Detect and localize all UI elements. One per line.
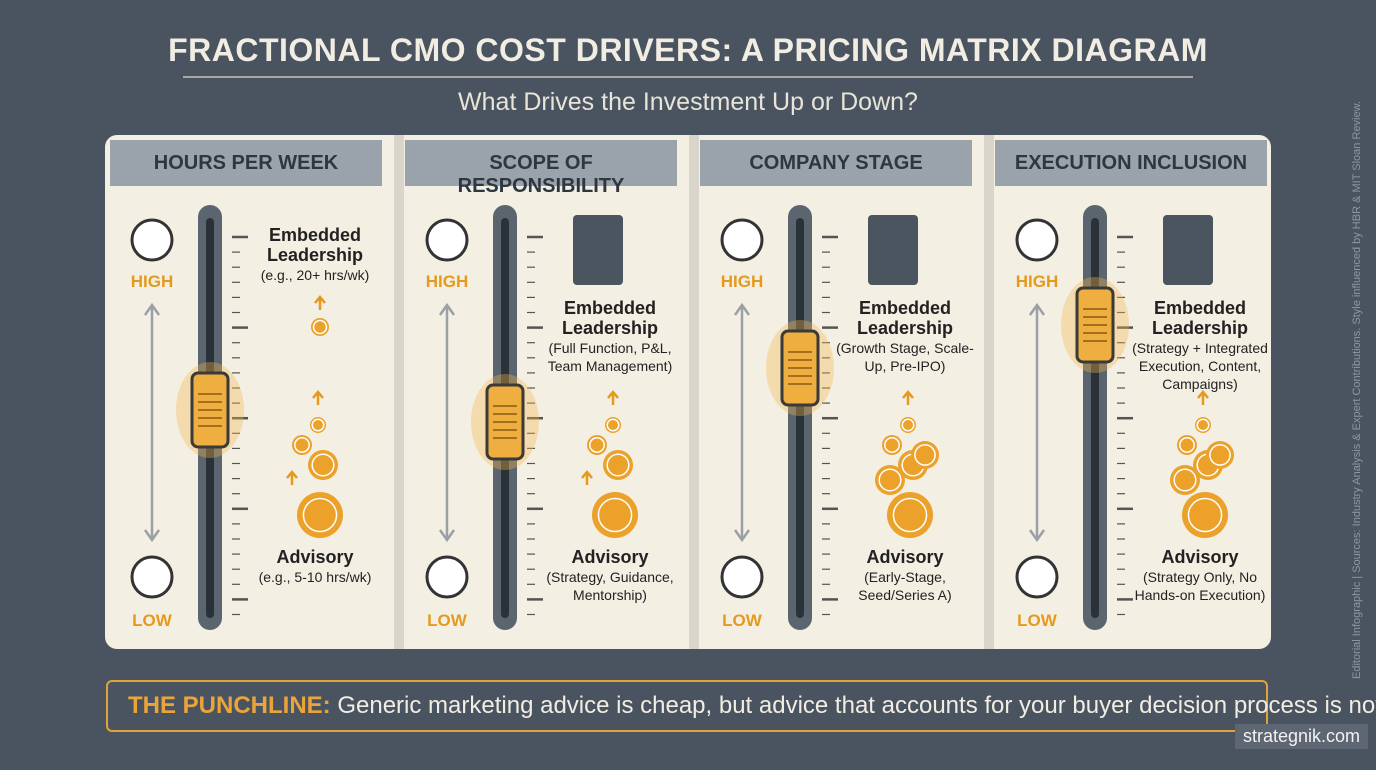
punchline: THE PUNCHLINE: Generic marketing advice … (106, 680, 1376, 732)
title: FRACTIONAL CMO COST DRIVERS: A PRICING M… (168, 32, 1208, 68)
punchline-lead: THE PUNCHLINE: (128, 692, 331, 719)
panel-header: SCOPE OF RESPONSIBILITY (457, 152, 625, 197)
coin-ring (901, 418, 915, 432)
bottom-title: Advisory (571, 547, 649, 567)
coin-ring (1196, 418, 1210, 432)
top-icon (1163, 215, 1213, 285)
top-title: Embedded Leadership (266, 225, 364, 265)
panel-header: HOURS PER WEEK (153, 152, 339, 174)
low-label: LOW (1017, 611, 1057, 630)
side-note: Editorial Infographic | Sources: Industr… (1351, 101, 1363, 679)
coin-ring (312, 319, 328, 335)
range-arrow (1028, 302, 1046, 543)
arrow-up (312, 390, 324, 405)
bottom-description: (e.g., 5-10 hrs/wk) (258, 569, 372, 585)
top-description: (Strategy + Integrated Execution, Conten… (1132, 340, 1268, 392)
panel-header-bg (110, 140, 382, 186)
panel-divider (689, 135, 699, 649)
top-description: (Full Function, P&L, Team Management) (547, 340, 673, 374)
low-icon (425, 555, 469, 599)
range-arrow (733, 302, 751, 543)
bottom-title: Advisory (276, 547, 354, 567)
top-title: Embedded Leadership (561, 298, 659, 338)
subtitle: What Drives the Investment Up or Down? (458, 88, 918, 116)
arrow-up (1197, 390, 1209, 405)
panel-divider (394, 135, 404, 649)
coin-ring (884, 437, 900, 453)
low-label: LOW (427, 611, 467, 630)
top-title: Embedded Leadership (1151, 298, 1249, 338)
arrow-up (902, 390, 914, 405)
panel-header-bg (405, 140, 677, 186)
high-icon (1015, 218, 1059, 262)
panel-header-bg (995, 140, 1267, 186)
high-label: HIGH (425, 272, 469, 291)
low-label: LOW (132, 611, 172, 630)
slider-groove (796, 218, 804, 618)
panel-header: EXECUTION INCLUSION (1014, 152, 1248, 174)
coin-ring (597, 497, 633, 533)
watermark: strategnik.com (1234, 724, 1368, 749)
coin-ring (914, 444, 936, 466)
arrow-up (314, 295, 326, 310)
coin-ring (311, 453, 335, 477)
arrow-up (607, 390, 619, 405)
panel-art (110, 135, 1267, 649)
low-icon (130, 555, 174, 599)
coin-ring (589, 437, 605, 453)
low-label: LOW (722, 611, 762, 630)
bottom-description: (Strategy Only, No Hands-on Execution) (1134, 569, 1266, 603)
coin-ring (606, 418, 620, 432)
coin-ring (311, 418, 325, 432)
coin-ring (606, 453, 630, 477)
panel-header: COMPANY STAGE (749, 152, 923, 174)
high-icon (425, 218, 469, 262)
bottom-description: (Early-Stage, Seed/Series A) (858, 569, 952, 603)
range-arrow (438, 302, 456, 543)
top-description: (Growth Stage, Scale-Up, Pre-IPO) (836, 340, 974, 374)
low-icon (720, 555, 764, 599)
high-icon (130, 218, 174, 262)
arrow-up (581, 470, 593, 485)
arrow-up (286, 470, 298, 485)
coin-ring (1187, 497, 1223, 533)
high-icon (720, 218, 764, 262)
high-label: HIGH (130, 272, 174, 291)
coin-ring (1173, 468, 1197, 492)
panel-header-bg (700, 140, 972, 186)
top-description: (e.g., 20+ hrs/wk) (260, 267, 370, 283)
bottom-description: (Strategy, Guidance, Mentorship) (546, 569, 674, 603)
range-arrow (143, 302, 161, 543)
low-icon (1015, 555, 1059, 599)
top-icon (868, 215, 918, 285)
coin-ring (302, 497, 338, 533)
coin-ring (294, 437, 310, 453)
coin-ring (1179, 437, 1195, 453)
high-label: HIGH (720, 272, 764, 291)
coin-ring (1209, 444, 1231, 466)
panel-divider (984, 135, 994, 649)
high-label: HIGH (1015, 272, 1059, 291)
bottom-title: Advisory (1161, 547, 1239, 567)
coin-ring (878, 468, 902, 492)
punchline-text: Generic marketing advice is cheap, but a… (337, 692, 1376, 719)
coin-ring (892, 497, 928, 533)
top-icon (573, 215, 623, 285)
top-title: Embedded Leadership (856, 298, 954, 338)
bottom-title: Advisory (866, 547, 944, 567)
